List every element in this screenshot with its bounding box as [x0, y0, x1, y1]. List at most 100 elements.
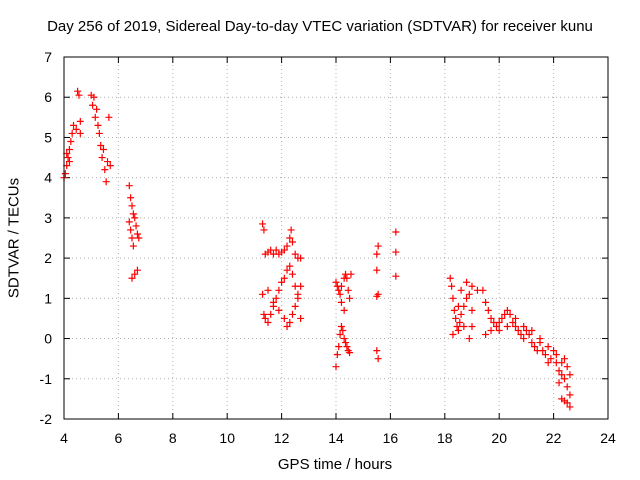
data-point [94, 121, 102, 129]
data-point [528, 339, 536, 347]
data-point [346, 294, 354, 302]
data-point [132, 222, 140, 230]
data-point [131, 270, 139, 278]
data-point [65, 158, 73, 166]
data-point [65, 146, 73, 154]
data-point [563, 383, 571, 391]
data-point [64, 154, 72, 162]
data-point [531, 343, 539, 351]
data-point [446, 274, 454, 282]
data-point [337, 322, 345, 330]
data-point [450, 306, 458, 314]
data-point [106, 162, 114, 170]
data-point [506, 310, 514, 318]
data-point [99, 146, 107, 154]
data-point [135, 234, 143, 242]
data-point [555, 367, 563, 375]
data-point [373, 292, 381, 300]
y-tick-label: 5 [44, 129, 52, 145]
data-point [374, 242, 382, 250]
data-point [129, 210, 137, 218]
data-point [374, 355, 382, 363]
data-point [332, 278, 340, 286]
data-point [288, 270, 296, 278]
data-point [283, 322, 291, 330]
data-point [563, 363, 571, 371]
data-point [89, 101, 97, 109]
data-point [104, 158, 112, 166]
data-point [102, 178, 110, 186]
data-point [275, 286, 283, 294]
data-point [468, 282, 476, 290]
x-tick-label: 24 [600, 430, 616, 446]
data-point [512, 322, 520, 330]
data-point [272, 246, 280, 254]
data-point [336, 331, 344, 339]
data-point [392, 272, 400, 280]
data-point [457, 286, 465, 294]
data-point [278, 278, 286, 286]
data-point [105, 113, 113, 121]
data-point [125, 218, 133, 226]
data-point [558, 359, 566, 367]
x-tick-label: 4 [60, 430, 68, 446]
data-point [297, 314, 305, 322]
data-point [468, 306, 476, 314]
data-point [288, 238, 296, 246]
data-point [283, 266, 291, 274]
data-point [264, 318, 272, 326]
data-point [555, 379, 563, 387]
x-tick-label: 20 [491, 430, 507, 446]
data-point [286, 318, 294, 326]
data-point [280, 274, 288, 282]
data-point [76, 117, 84, 125]
data-point [465, 335, 473, 343]
data-point [373, 347, 381, 355]
data-point [76, 129, 84, 137]
data-point [339, 327, 347, 335]
data-point [495, 327, 503, 335]
x-tick-label: 6 [115, 430, 123, 446]
y-tick-label: 7 [44, 49, 52, 65]
data-point [342, 339, 350, 347]
data-point [392, 248, 400, 256]
data-point [294, 290, 302, 298]
data-point [267, 310, 275, 318]
x-tick-label: 18 [437, 430, 453, 446]
data-point [460, 322, 468, 330]
data-point [373, 250, 381, 258]
data-point [101, 166, 109, 174]
data-point [291, 302, 299, 310]
data-point [517, 331, 525, 339]
x-tick-label: 14 [328, 430, 344, 446]
data-point [482, 298, 490, 306]
data-point [275, 306, 283, 314]
data-point [492, 322, 500, 330]
y-tick-label: 2 [44, 250, 52, 266]
data-point [550, 347, 558, 355]
data-point [297, 254, 305, 262]
data-point [288, 310, 296, 318]
data-point [337, 282, 345, 290]
data-point [337, 298, 345, 306]
data-point [347, 270, 355, 278]
y-axis-label: SDTVAR / TECUs [5, 177, 23, 299]
data-point [560, 375, 568, 383]
data-point [90, 93, 98, 101]
data-point [463, 278, 471, 286]
data-point [261, 314, 269, 322]
data-point [547, 355, 555, 363]
data-point [544, 359, 552, 367]
data-point [468, 322, 476, 330]
y-tick-label: 4 [44, 170, 52, 186]
data-point [340, 335, 348, 343]
data-point [566, 391, 574, 399]
data-point [487, 327, 495, 335]
data-point [131, 214, 139, 222]
data-point [280, 246, 288, 254]
data-point [95, 129, 103, 137]
data-point [68, 129, 76, 137]
y-tick-label: -2 [40, 411, 53, 427]
data-point [544, 343, 552, 351]
